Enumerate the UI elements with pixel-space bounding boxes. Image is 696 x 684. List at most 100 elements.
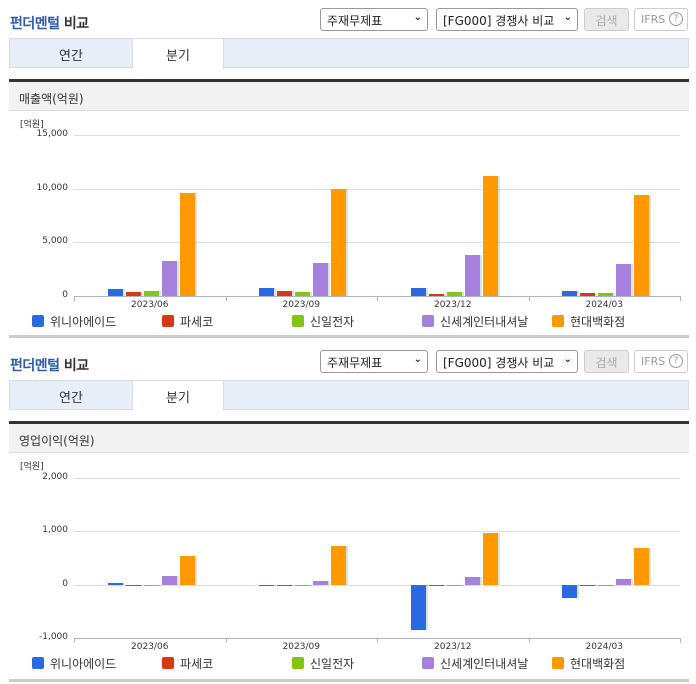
bar-4[interactable] — [161, 575, 177, 585]
bar-5[interactable] — [331, 188, 347, 296]
bar-4[interactable] — [161, 260, 177, 296]
legend-label: 위니아에이드 — [50, 315, 117, 329]
legend-swatch-icon — [32, 315, 44, 327]
statement-select-value: 주재무제표 — [327, 356, 383, 370]
y-axis-tick-label: 5,000 — [42, 236, 68, 247]
bar-5[interactable] — [482, 175, 498, 296]
bar-3[interactable] — [446, 584, 462, 587]
x-axis-tick — [680, 296, 681, 301]
ifrs-label: IFRS — [641, 355, 666, 368]
bar-1[interactable] — [410, 584, 426, 630]
legend-label: 위니아에이드 — [50, 657, 117, 671]
ifrs-button[interactable]: IFRS? — [634, 350, 688, 373]
legend-item[interactable]: 신세계인터내셔날 — [422, 655, 528, 672]
legend-item[interactable]: 파세코 — [162, 655, 213, 672]
bar-2[interactable] — [428, 584, 444, 587]
group-select-value: [FG000] 경쟁사 비교 — [443, 14, 555, 28]
legend-item[interactable]: 위니아에이드 — [32, 655, 116, 672]
legend-label: 현대백화점 — [570, 657, 626, 671]
ifrs-button[interactable]: IFRS? — [634, 8, 688, 31]
bar-4[interactable] — [313, 581, 329, 585]
bar-2[interactable] — [277, 584, 293, 587]
bar-3[interactable] — [598, 293, 614, 296]
bar-2[interactable] — [125, 291, 141, 296]
bar-1[interactable] — [259, 584, 275, 587]
bar-5[interactable] — [634, 194, 650, 296]
chevron-down-icon: ⌄ — [413, 12, 422, 23]
gridline — [74, 478, 680, 479]
bar-5[interactable] — [634, 547, 650, 585]
panel-title: 펀더멘털 비교 — [10, 355, 89, 375]
bar-1[interactable] — [410, 288, 426, 296]
tab-quarterly[interactable]: 분기 — [132, 381, 224, 411]
bar-3[interactable] — [143, 290, 159, 296]
bar-3[interactable] — [598, 584, 614, 587]
chart-legend: 위니아에이드 파세코 신일전자 신세계인터내셔날 현대백화점 — [0, 313, 696, 331]
y-axis-tick-label: 0 — [62, 290, 68, 300]
tab-annual[interactable]: 연간 — [59, 49, 83, 64]
ifrs-label: IFRS — [641, 13, 666, 26]
bar-3[interactable] — [446, 291, 462, 296]
search-button[interactable]: 검색 — [584, 8, 629, 31]
x-axis-tick — [377, 296, 378, 301]
bar-2[interactable] — [277, 290, 293, 296]
chart-legend: 위니아에이드 파세코 신일전자 신세계인터내셔날 현대백화점 — [0, 655, 696, 673]
legend-item[interactable]: 위니아에이드 — [32, 313, 116, 330]
help-icon[interactable]: ? — [669, 12, 683, 26]
bar-4[interactable] — [464, 577, 480, 585]
legend-item[interactable]: 신일전자 — [292, 313, 354, 330]
bar-1[interactable] — [107, 289, 123, 296]
legend-item[interactable]: 현대백화점 — [552, 655, 625, 672]
divider — [9, 679, 689, 682]
bar-4[interactable] — [616, 579, 632, 585]
statement-select[interactable]: 주재무제표 ⌄ — [320, 350, 428, 373]
bar-1[interactable] — [562, 584, 578, 598]
x-axis-tick — [74, 638, 75, 643]
bar-3[interactable] — [143, 584, 159, 587]
x-axis-label: 2023/09 — [282, 300, 320, 310]
bar-4[interactable] — [464, 254, 480, 296]
y-axis-tick-label: 10,000 — [36, 182, 69, 193]
help-icon[interactable]: ? — [669, 354, 683, 368]
metric-title: 매출액(억원) — [9, 79, 689, 111]
group-select[interactable]: [FG000] 경쟁사 비교 ⌄ — [436, 8, 578, 31]
x-axis-tick — [225, 296, 227, 301]
bar-3[interactable] — [295, 291, 311, 296]
bar-2[interactable] — [580, 293, 596, 296]
fundamental-panel-operating-profit: 펀더멘털 비교 주재무제표 ⌄ [FG000] 경쟁사 비교 ⌄ 검색 IFRS? … — [0, 342, 696, 684]
legend-item[interactable]: 현대백화점 — [552, 313, 625, 330]
bar-2[interactable] — [428, 293, 444, 296]
title-accent: 펀더멘털 — [10, 358, 60, 374]
search-button[interactable]: 검색 — [584, 350, 629, 373]
x-axis-tick — [528, 296, 530, 301]
period-tabs: 연간 분기 — [9, 380, 689, 411]
period-tabs: 연간 분기 — [9, 38, 689, 69]
bar-5[interactable] — [179, 192, 195, 296]
group-select[interactable]: [FG000] 경쟁사 비교 ⌄ — [436, 350, 578, 373]
operating-profit-chart: -1,000 0 1,000 2,000 2023/06 2023/09 2023/12 20… — [0, 342, 696, 684]
x-axis-label: 2024/03 — [585, 300, 623, 310]
tab-annual[interactable]: 연간 — [59, 391, 83, 406]
bar-5[interactable] — [331, 545, 347, 585]
tab-quarterly[interactable]: 분기 — [132, 39, 224, 69]
x-axis-tick — [377, 638, 378, 643]
y-axis-tick-label: 1,000 — [42, 525, 68, 536]
bar-1[interactable] — [107, 583, 123, 585]
bar-2[interactable] — [125, 584, 141, 587]
bar-2[interactable] — [580, 584, 596, 587]
bar-4[interactable] — [313, 262, 329, 296]
bar-3[interactable] — [295, 584, 311, 587]
title-rest: 비교 — [59, 358, 89, 374]
legend-item[interactable]: 신일전자 — [292, 655, 354, 672]
chevron-down-icon: ⌄ — [413, 354, 422, 365]
bar-5[interactable] — [482, 533, 498, 585]
bar-1[interactable] — [259, 287, 275, 296]
bar-5[interactable] — [179, 555, 195, 585]
legend-item[interactable]: 신세계인터내셔날 — [422, 313, 528, 330]
bar-1[interactable] — [562, 291, 578, 296]
statement-select[interactable]: 주재무제표 ⌄ — [320, 8, 428, 31]
legend-label: 현대백화점 — [570, 315, 626, 329]
bar-4[interactable] — [616, 263, 632, 296]
legend-item[interactable]: 파세코 — [162, 313, 213, 330]
legend-label: 파세코 — [180, 315, 214, 329]
